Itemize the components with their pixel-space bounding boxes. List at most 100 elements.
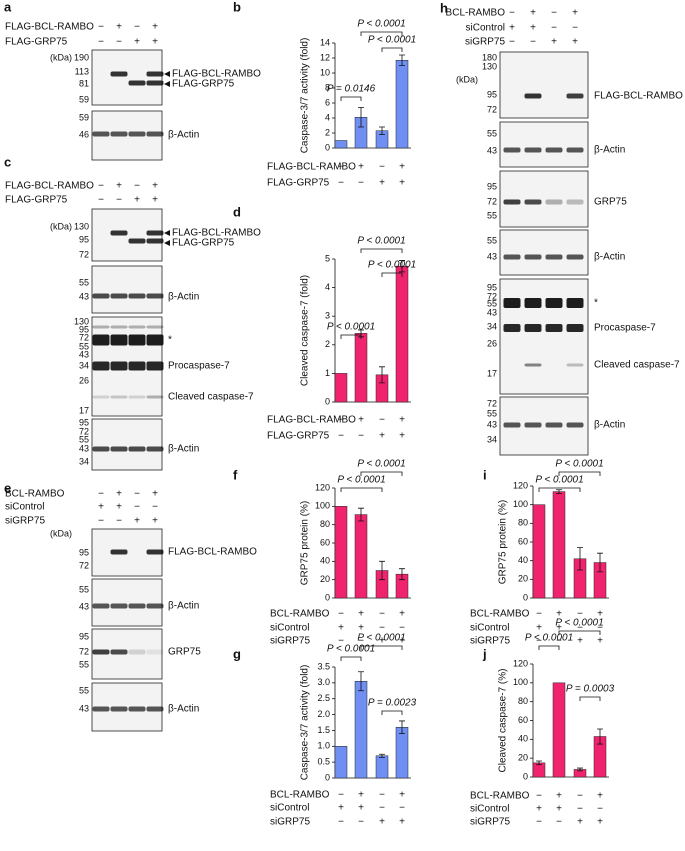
condition-label: siControl bbox=[470, 804, 509, 815]
error-bar bbox=[358, 107, 364, 128]
kda-marker: 180 bbox=[482, 52, 497, 62]
kda-marker: 130 bbox=[74, 221, 89, 231]
condition-sign: + bbox=[577, 636, 583, 647]
blot-band bbox=[146, 293, 164, 299]
kda-marker: 55 bbox=[487, 408, 497, 418]
kda-marker: 130 bbox=[482, 61, 497, 71]
condition-label: FLAG-GRP75 bbox=[267, 178, 330, 189]
blot-band bbox=[146, 238, 164, 244]
band-label: FLAG-BCL-RAMBO bbox=[172, 228, 261, 239]
blot-band bbox=[110, 334, 128, 346]
blot-band bbox=[92, 603, 110, 609]
blot-band bbox=[503, 254, 521, 260]
y-tick-label: 4 bbox=[325, 282, 330, 292]
blot-band bbox=[92, 293, 110, 299]
blot-band bbox=[128, 395, 146, 399]
blot-band bbox=[110, 549, 128, 555]
condition-sign: + bbox=[152, 516, 158, 527]
kda-marker: 72 bbox=[487, 196, 497, 206]
condition-sign: + bbox=[536, 804, 542, 815]
condition-sign: + bbox=[577, 817, 583, 828]
y-tick-label: 2.0 bbox=[317, 709, 330, 719]
y-tick-label: 40 bbox=[518, 734, 528, 744]
kda-marker: 55 bbox=[79, 277, 89, 287]
blot-band bbox=[128, 131, 146, 137]
y-axis-label: Cleaved caspase-7 (%) bbox=[498, 669, 509, 773]
band-label: FLAG-BCL-RAMBO bbox=[594, 91, 683, 102]
p-value: P < 0.0001 bbox=[357, 633, 405, 644]
bar bbox=[354, 681, 368, 779]
y-tick-label: 120 bbox=[513, 480, 528, 490]
blot-band bbox=[128, 361, 146, 371]
condition-label: FLAG-BCL-RAMBO bbox=[5, 22, 94, 33]
error-bar bbox=[399, 260, 405, 273]
condition-sign: + bbox=[358, 623, 364, 634]
panel-letter: b bbox=[233, 0, 241, 14]
condition-sign: + bbox=[152, 489, 158, 500]
condition-sign: − bbox=[358, 431, 364, 442]
condition-sign: + bbox=[116, 489, 122, 500]
band-label: Cleaved caspase-7 bbox=[168, 392, 254, 403]
kda-marker: 26 bbox=[79, 375, 89, 385]
condition-sign: + bbox=[379, 431, 385, 442]
y-tick-label: 0 bbox=[325, 592, 330, 602]
condition-sign: + bbox=[116, 181, 122, 192]
blot-band bbox=[128, 325, 146, 329]
band-label: β-Actin bbox=[168, 130, 199, 141]
condition-sign: − bbox=[379, 609, 385, 620]
blot-box bbox=[91, 418, 163, 471]
blot-box bbox=[91, 49, 163, 106]
condition-sign: − bbox=[509, 37, 515, 48]
condition-sign: − bbox=[134, 181, 140, 192]
bar bbox=[334, 140, 348, 149]
y-tick-label: 80 bbox=[518, 518, 528, 528]
band-arrow bbox=[164, 71, 170, 77]
condition-sign: − bbox=[509, 8, 515, 19]
blot-band bbox=[524, 298, 542, 308]
blot-band bbox=[92, 325, 110, 329]
condition-sign: + bbox=[399, 817, 405, 828]
condition-sign: − bbox=[338, 817, 344, 828]
kda-unit: (kDa) bbox=[50, 221, 72, 231]
condition-sign: − bbox=[98, 181, 104, 192]
blot-band bbox=[146, 80, 164, 86]
condition-sign: + bbox=[399, 162, 405, 173]
kda-marker: 95 bbox=[79, 234, 89, 244]
error-bar bbox=[597, 728, 603, 745]
band-label: FLAG-BCL-RAMBO bbox=[168, 547, 257, 558]
condition-sign: − bbox=[399, 623, 405, 634]
blot-band bbox=[128, 334, 146, 346]
condition-label: siGRP75 bbox=[470, 636, 510, 647]
band-label: GRP75 bbox=[168, 647, 201, 658]
blot-band bbox=[503, 324, 521, 332]
bracket bbox=[340, 656, 362, 661]
condition-sign: − bbox=[98, 489, 104, 500]
condition-sign: + bbox=[116, 22, 122, 33]
y-tick-label: 3.0 bbox=[317, 677, 330, 687]
condition-sign: − bbox=[134, 22, 140, 33]
blot-band bbox=[146, 649, 164, 655]
blot-band bbox=[128, 706, 146, 712]
y-tick-label: 1.5 bbox=[317, 725, 330, 735]
y-tick-label: 0 bbox=[325, 142, 330, 152]
kda-marker: 43 bbox=[79, 443, 89, 453]
y-tick-label: 80 bbox=[320, 519, 330, 529]
condition-sign: + bbox=[358, 609, 364, 620]
condition-sign: − bbox=[358, 817, 364, 828]
bar bbox=[552, 682, 566, 778]
bracket bbox=[360, 248, 403, 253]
condition-sign: + bbox=[116, 502, 122, 513]
error-bar bbox=[358, 671, 364, 692]
blot-box bbox=[499, 170, 589, 228]
condition-sign: − bbox=[551, 23, 557, 34]
kda-marker: 17 bbox=[487, 368, 497, 378]
blot-band bbox=[128, 293, 146, 299]
condition-sign: + bbox=[358, 162, 364, 173]
condition-sign: + bbox=[556, 791, 562, 802]
kda-marker: 55 bbox=[487, 298, 497, 308]
condition-sign: − bbox=[379, 162, 385, 173]
condition-label: BCL-RAMBO bbox=[470, 791, 530, 802]
y-tick-label: 0 bbox=[325, 396, 330, 406]
band-label: GRP75 bbox=[594, 197, 627, 208]
condition-sign: + bbox=[399, 636, 405, 647]
